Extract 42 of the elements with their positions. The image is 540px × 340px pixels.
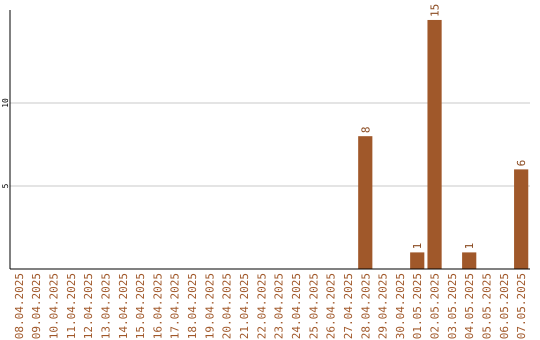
bar xyxy=(358,136,372,269)
x-tick-label: 05.05.2025 xyxy=(480,273,494,340)
x-tick-label: 13.04.2025 xyxy=(99,273,112,340)
y-tick-label: 10 xyxy=(1,98,10,108)
x-tick-label: 01.05.2025 xyxy=(411,273,424,340)
x-tick-label: 24.04.2025 xyxy=(290,273,303,340)
x-tick-label: 11.04.2025 xyxy=(64,273,78,340)
x-tick-label: 20.04.2025 xyxy=(220,273,234,340)
x-tick-label: 25.04.2025 xyxy=(307,273,320,340)
data-label: 6 xyxy=(515,160,528,166)
x-tick-label: 21.04.2025 xyxy=(238,273,252,340)
x-tick-label: 12.04.2025 xyxy=(82,273,96,340)
x-tick-label: 19.04.2025 xyxy=(203,273,216,340)
x-tick-label: 30.04.2025 xyxy=(394,273,407,340)
data-label: 15 xyxy=(428,4,442,17)
x-tick-label: 10.04.2025 xyxy=(47,273,60,340)
x-tick-label: 08.04.2025 xyxy=(12,273,26,340)
x-tick-label: 22.04.2025 xyxy=(255,273,268,340)
x-tick-label: 15.04.2025 xyxy=(134,273,148,340)
x-tick-label: 27.04.2025 xyxy=(342,273,355,340)
x-tick-label: 17.04.2025 xyxy=(168,273,182,340)
x-tick-label: 07.05.2025 xyxy=(515,273,528,340)
data-label: 1 xyxy=(463,242,476,250)
x-tick-label: 23.04.2025 xyxy=(272,273,286,340)
x-tick-label: 14.04.2025 xyxy=(116,273,130,340)
x-tick-label: 29.04.2025 xyxy=(376,273,390,340)
x-tick-label: 16.04.2025 xyxy=(151,273,164,340)
x-tick-label: 03.05.2025 xyxy=(446,273,459,340)
x-tick-label: 26.04.2025 xyxy=(324,273,338,340)
x-tick-label: 09.04.2025 xyxy=(30,273,44,340)
x-tick-label: 06.05.2025 xyxy=(498,273,511,340)
bar xyxy=(462,252,476,269)
y-tick-label: 5 xyxy=(1,183,10,188)
data-label: 8 xyxy=(359,126,372,134)
x-tick-label: 04.05.2025 xyxy=(463,273,476,340)
x-tick-label: 02.05.2025 xyxy=(428,273,442,340)
bar xyxy=(427,20,442,269)
x-tick-label: 28.04.2025 xyxy=(359,273,372,340)
x-tick-label: 18.04.2025 xyxy=(186,273,200,340)
bar xyxy=(410,252,424,269)
data-label: 1 xyxy=(411,242,424,250)
bar xyxy=(514,169,528,269)
